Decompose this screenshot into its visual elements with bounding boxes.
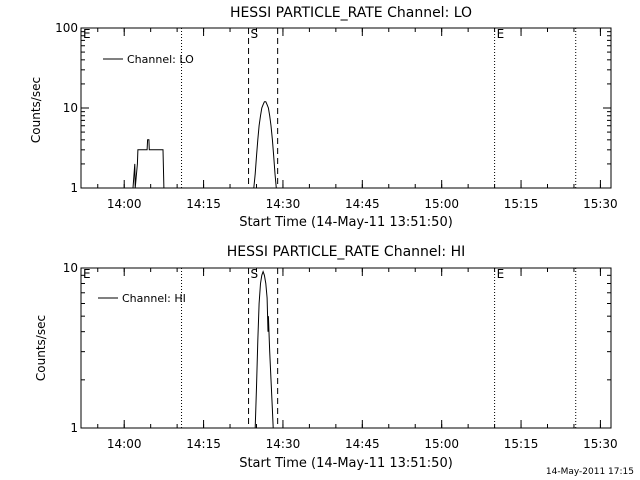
timestamp: 14-May-2011 17:15 <box>546 467 634 477</box>
plot-frame-hi <box>80 267 612 429</box>
legend-hi: Channel: HI <box>98 292 186 305</box>
x-tick-label-hi-4: 15:00 <box>424 437 459 451</box>
marker-label-lo-0: E <box>83 27 91 41</box>
x-axis-label-lo: Start Time (14-May-11 13:51:50) <box>239 215 453 230</box>
plot-layer-hi: 14:00 14:15 14:30 14:45 15:00 15:15 15:30 1 10 E S… <box>63 261 618 451</box>
y-tick-label-lo-1: 10 <box>63 101 78 115</box>
y-tick-label-lo-2: 100 <box>55 21 78 35</box>
panel-channel-lo: HESSI PARTICLE_RATE Channel: LO Counts/s… <box>29 5 618 230</box>
x-tick-label-lo-4: 15:00 <box>424 197 459 211</box>
y-tick-label-hi-0: 1 <box>70 421 78 435</box>
series-line-lo-0-1 <box>253 101 277 189</box>
y-axis-label-hi: Counts/sec <box>34 315 48 381</box>
panel-channel-hi: HESSI PARTICLE_RATE Channel: HI Counts/s… <box>34 244 618 471</box>
legend-label-hi: Channel: HI <box>122 292 186 305</box>
x-tick-label-lo-2: 14:30 <box>266 197 301 211</box>
chart-title-hi: HESSI PARTICLE_RATE Channel: HI <box>227 244 465 260</box>
marker-label-lo-2: S <box>251 27 259 41</box>
x-tick-label-lo-5: 15:15 <box>504 197 539 211</box>
legend-label-lo: Channel: LO <box>127 53 194 66</box>
marker-label-hi-2: S <box>251 267 259 281</box>
x-tick-label-lo-3: 14:45 <box>345 197 380 211</box>
legend-lo: Channel: LO <box>103 53 194 66</box>
marker-label-hi-4: E <box>497 267 505 281</box>
x-tick-label-hi-3: 14:45 <box>345 437 380 451</box>
marker-label-hi-0: E <box>83 267 91 281</box>
x-tick-label-hi-1: 14:15 <box>186 437 221 451</box>
x-tick-label-hi-6: 15:30 <box>583 437 618 451</box>
plot-layer-lo: 14:00 14:15 14:30 14:45 15:00 15:15 15:30 1 10 10… <box>55 21 618 211</box>
x-tick-label-lo-0: 14:00 <box>107 197 142 211</box>
x-tick-label-hi-0: 14:00 <box>107 437 142 451</box>
x-axis-label-hi: Start Time (14-May-11 13:51:50) <box>239 456 453 471</box>
series-line-lo-0-0 <box>132 139 165 189</box>
y-tick-label-lo-0: 1 <box>70 181 78 195</box>
x-tick-label-hi-2: 14:30 <box>266 437 301 451</box>
series-line-hi-0-0 <box>254 270 274 429</box>
marker-label-lo-4: E <box>497 27 505 41</box>
y-axis-label-lo: Counts/sec <box>29 77 43 143</box>
y-tick-label-hi-1: 10 <box>63 261 78 275</box>
plot-frame-lo <box>80 27 612 189</box>
chart-title-lo: HESSI PARTICLE_RATE Channel: LO <box>230 5 472 21</box>
x-tick-label-hi-5: 15:15 <box>504 437 539 451</box>
x-tick-label-lo-1: 14:15 <box>186 197 221 211</box>
x-tick-label-lo-6: 15:30 <box>583 197 618 211</box>
